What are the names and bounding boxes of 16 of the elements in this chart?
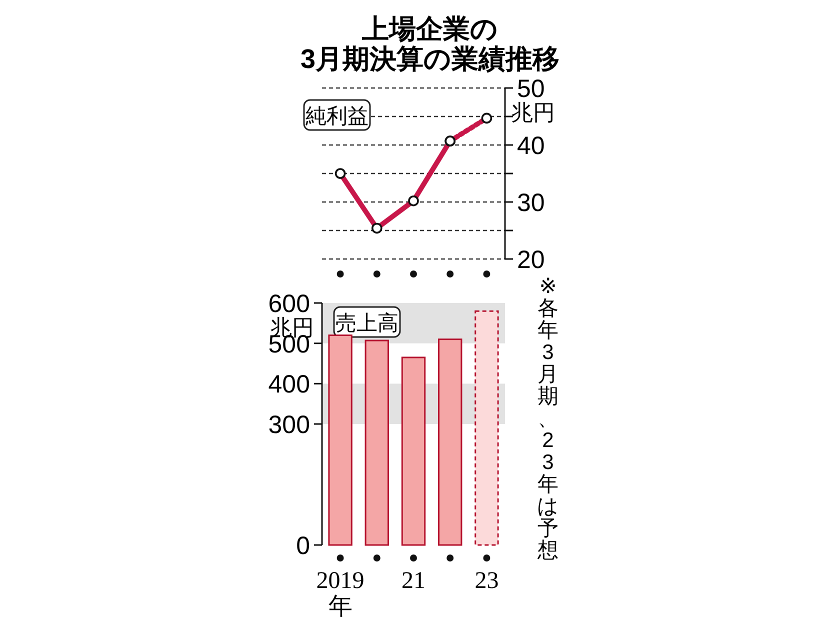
x-tick-label: 21 (402, 568, 426, 594)
y-tick-label: 400 (268, 370, 310, 399)
y-tick-label: 20 (517, 246, 545, 274)
chart-title: 上場企業の 3月期決算の業績推移 (300, 14, 560, 74)
y-tick-label: 50 (517, 75, 545, 103)
text: 純利益 (306, 105, 368, 128)
text: ※各年3月期、23年は予想 (537, 275, 559, 562)
y-tick-label: 0 (296, 532, 310, 560)
y-tick-label: 30 (517, 189, 545, 217)
y-axis-title: 兆円 (511, 100, 555, 125)
y-tick-label: 40 (517, 132, 545, 160)
y-tick-label: 300 (268, 411, 310, 439)
chart-title: 売上高 (336, 312, 398, 335)
x-tick-label: 2019 年 (316, 568, 364, 620)
x-tick-label: 23 (474, 568, 499, 594)
y-tick-label: 600 (268, 290, 310, 318)
